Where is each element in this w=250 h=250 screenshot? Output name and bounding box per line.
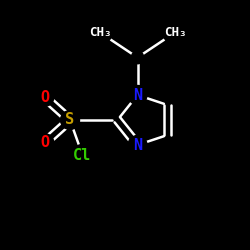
- Circle shape: [36, 89, 54, 106]
- Text: N: N: [133, 138, 142, 152]
- Text: N: N: [133, 88, 142, 102]
- Circle shape: [131, 51, 144, 64]
- Text: O: O: [40, 90, 50, 105]
- Circle shape: [163, 20, 187, 44]
- Circle shape: [36, 134, 54, 151]
- Circle shape: [128, 136, 147, 154]
- Text: CH₃: CH₃: [164, 26, 186, 39]
- Circle shape: [88, 20, 112, 44]
- Circle shape: [60, 110, 80, 130]
- Circle shape: [72, 144, 93, 166]
- Text: S: S: [66, 112, 74, 128]
- Text: CH₃: CH₃: [89, 26, 111, 39]
- Circle shape: [128, 86, 147, 104]
- Text: O: O: [40, 135, 50, 150]
- Text: Cl: Cl: [74, 148, 92, 162]
